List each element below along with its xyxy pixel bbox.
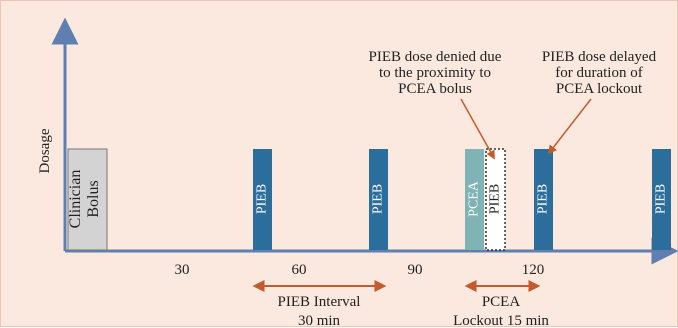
pieb-bar-last <box>652 149 671 250</box>
denied-annotation-arrow <box>460 98 495 160</box>
pieb-bar-2-label: PIEB <box>371 184 386 214</box>
y-axis-label: Dosage <box>37 128 53 173</box>
pieb-delayed-bar-label: PIEB <box>536 184 551 214</box>
denied-annotation-line-2: to the proximity to <box>379 65 491 81</box>
pieb-denied-bar-label: PIEB <box>488 184 503 214</box>
clinician-bolus-label-2: Bolus <box>85 180 102 217</box>
x-tick-60: 60 <box>292 262 307 278</box>
pieb-delayed-bar <box>534 149 553 250</box>
pieb-denied-bar <box>485 148 506 251</box>
denied-annotation-line-1: PIEB dose denied due <box>369 49 502 65</box>
pieb-interval-label-1: PIEB Interval <box>278 294 361 310</box>
delayed-annotation-line-2: for duration of <box>555 65 642 81</box>
x-tick-120: 120 <box>522 262 545 278</box>
pcea-lockout-label-1: PCEA <box>482 294 521 310</box>
x-tick-30: 30 <box>175 262 190 278</box>
pcea-bar <box>465 149 484 250</box>
pcea-lockout-label-2: Lockout 15 min <box>453 313 549 328</box>
delayed-annotation-line-1: PIEB dose delayed <box>542 49 657 65</box>
delayed-annotation-arrow <box>547 98 592 155</box>
clinician-bolus-label-1: Clinician <box>67 170 84 229</box>
pcea-bar-label: PCEA <box>467 180 482 217</box>
pieb-interval-label-2: 30 min <box>298 313 341 328</box>
pieb-bar-1-label: PIEB <box>255 184 270 214</box>
denied-annotation-line-3: PCEA bolus <box>398 81 472 97</box>
pieb-bar-2 <box>369 149 388 250</box>
delayed-annotation-line-3: PCEA lockout <box>556 81 643 97</box>
pieb-bar-1 <box>253 149 272 250</box>
clinician-bolus-bar <box>67 148 108 251</box>
pieb-bar-last-label: PIEB <box>654 184 669 214</box>
x-tick-90: 90 <box>408 262 423 278</box>
